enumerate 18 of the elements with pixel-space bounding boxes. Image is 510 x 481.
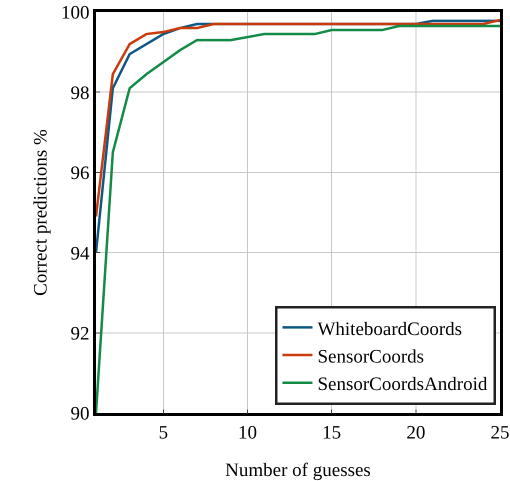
line-series [96,24,500,413]
line-series [96,18,500,218]
y-tick-label: 90 [70,404,90,425]
x-axis-title: Number of guesses [225,460,371,481]
x-tick-label: 10 [238,422,257,444]
y-tick-label: 94 [70,243,90,264]
x-tick-label: 15 [322,422,342,444]
legend-label: SensorCoords [317,346,424,368]
y-tick-label: 98 [70,82,90,104]
y-tick-label: 92 [70,323,90,344]
x-tick-label: 5 [158,422,168,444]
x-tick-label: 20 [406,422,426,444]
y-axis-title: Correct predictions % [30,128,52,296]
x-tick-label: 25 [490,422,510,444]
legend-label: WhiteboardCoords [317,318,462,340]
y-tick-label: 96 [70,163,90,184]
y-tick-label: 100 [60,2,90,24]
legend-label: SensorCoordsAndroid [317,374,488,396]
